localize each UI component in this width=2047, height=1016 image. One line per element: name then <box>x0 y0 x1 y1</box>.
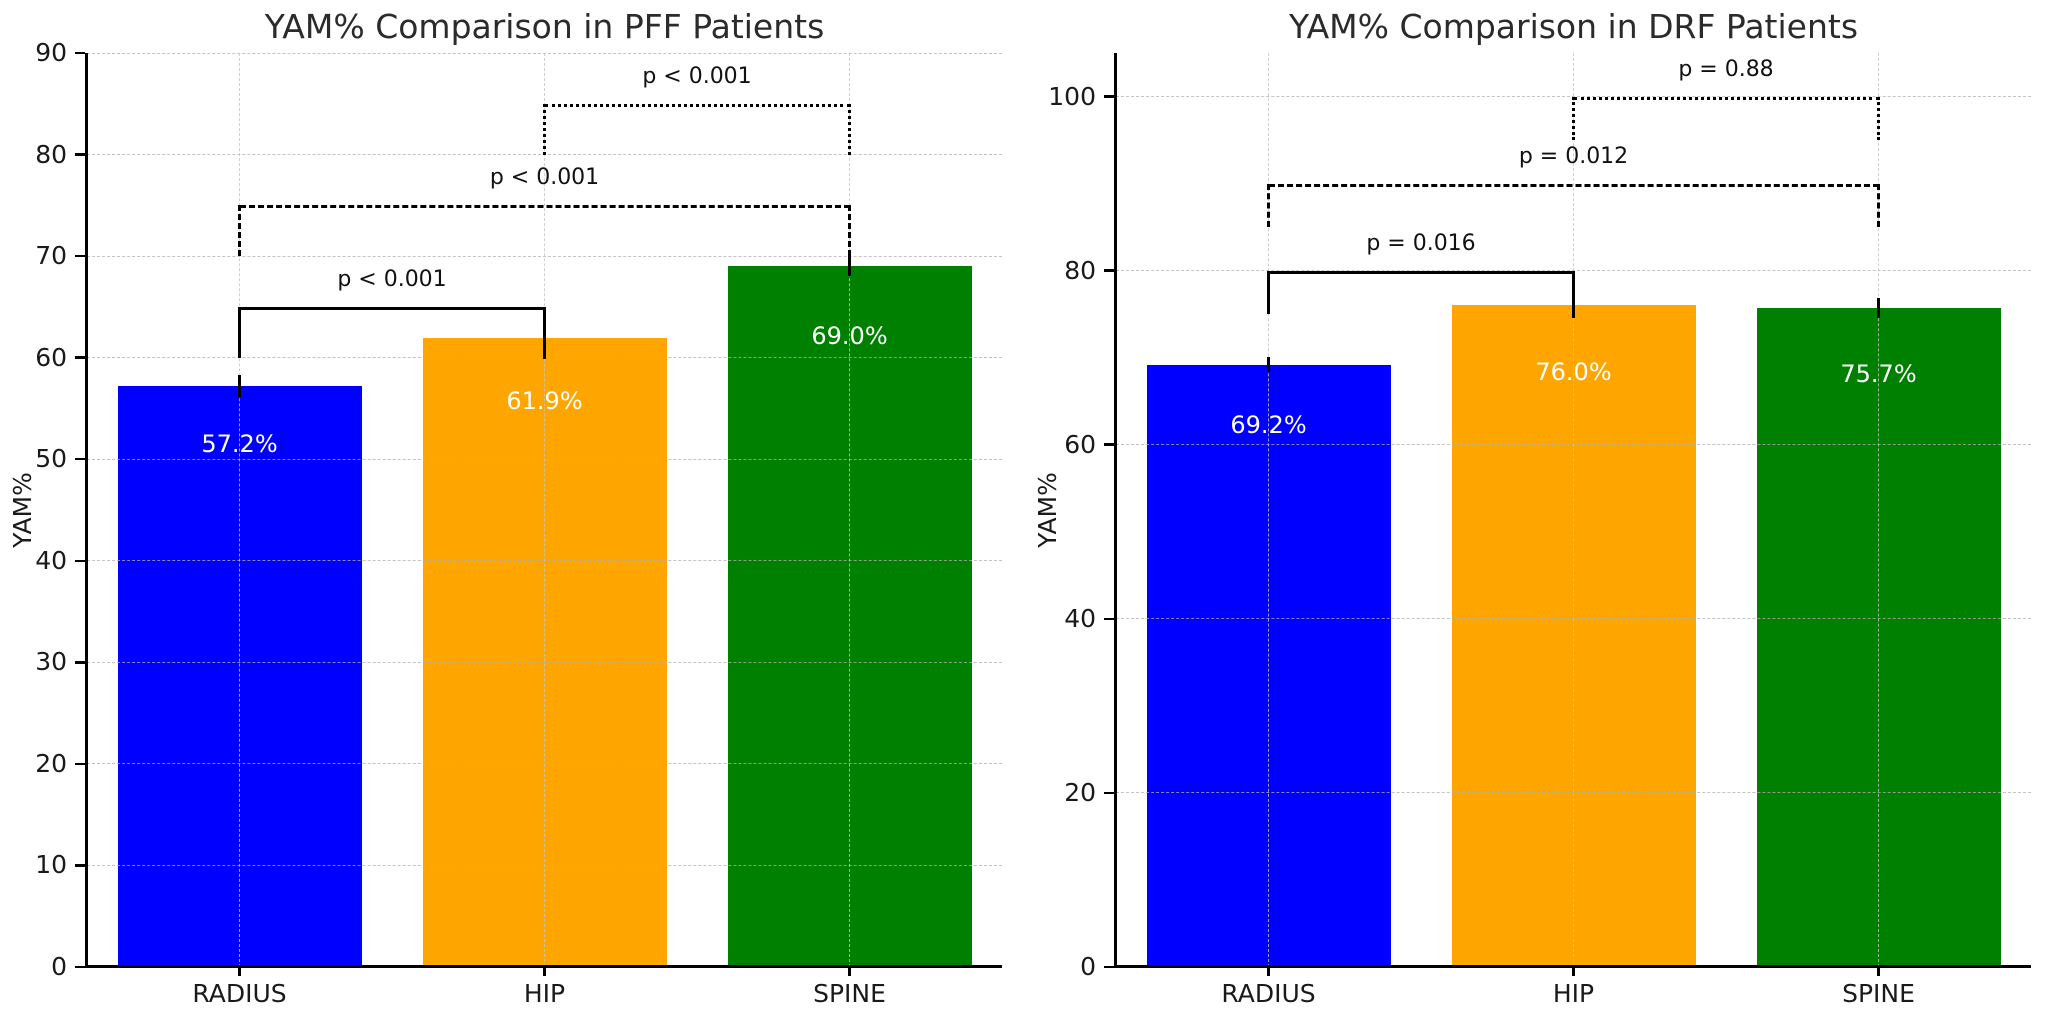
y-tick-mark <box>75 153 85 156</box>
pff-plot-area: 57.2% 61.9% 69.0% p < 0.001 p < 0.001 p < 0.0… <box>35 38 1002 1008</box>
bar-value-label: 75.7% <box>1840 359 1917 388</box>
significance-label: p < 0.001 <box>642 63 752 89</box>
y-axis-spine <box>85 53 88 967</box>
y-tick-label: 100 <box>1048 81 1096 111</box>
significance-bracket-tail <box>1877 183 1880 228</box>
y-tick-label: 10 <box>35 850 67 880</box>
v-gridline <box>1878 53 1879 967</box>
v-gridline <box>544 53 545 967</box>
significance-label: p < 0.001 <box>337 266 447 292</box>
significance-bracket-tail <box>1572 270 1575 315</box>
y-tick-mark <box>1104 791 1114 795</box>
x-tick-label: RADIUS <box>192 979 287 1008</box>
y-tick-label: 40 <box>1064 603 1096 633</box>
significance-bracket <box>1268 270 1574 274</box>
drf-chart-title: YAM% Comparison in DRF Patients <box>1288 7 1859 46</box>
error-bar-radius <box>1267 356 1270 373</box>
x-tick-mark <box>848 967 851 976</box>
y-tick-label: 60 <box>1064 429 1096 459</box>
bar-value-label: 69.2% <box>1230 410 1307 439</box>
y-tick-mark <box>75 559 85 563</box>
y-tick-mark <box>1104 269 1114 272</box>
drf-plot-area: 69.2% 76.0% 75.7% p = 0.016 p = 0.012 p = 0.8… <box>1048 53 2031 1008</box>
significance-bracket-tail <box>543 306 546 358</box>
significance-bracket-tail <box>1267 183 1270 228</box>
bar-value-label: 76.0% <box>1535 357 1612 386</box>
y-tick-label: 70 <box>35 241 67 271</box>
error-bar-spine <box>1877 298 1880 318</box>
error-bar-spine <box>848 256 851 277</box>
y-tick-mark <box>75 356 85 359</box>
x-tick-label: HIP <box>1552 979 1595 1008</box>
significance-bracket <box>544 103 850 107</box>
significance-bracket-tail <box>848 205 851 257</box>
x-tick-label: SPINE <box>1842 979 1915 1008</box>
y-tick-mark <box>1104 965 1114 969</box>
bar-value-label: 69.0% <box>811 322 888 351</box>
drf-y-axis-label: YAM% <box>1033 472 1062 548</box>
bar-value-label: 61.9% <box>506 387 583 416</box>
v-gridline <box>1573 53 1574 967</box>
x-axis-spine <box>1114 965 2031 968</box>
error-bar-radius <box>238 374 241 398</box>
v-gridline <box>1268 53 1269 967</box>
significance-bracket-tail <box>1877 96 1880 141</box>
v-gridline <box>849 53 850 967</box>
y-tick-mark <box>75 51 85 55</box>
y-tick-mark <box>1104 443 1114 446</box>
v-gridline <box>239 53 240 967</box>
y-tick-mark <box>75 965 85 969</box>
significance-bracket-tail <box>238 306 241 358</box>
x-tick-mark <box>1877 967 1880 976</box>
y-tick-label: 50 <box>35 444 67 474</box>
x-tick-label: RADIUS <box>1221 979 1316 1008</box>
y-tick-label: 80 <box>1064 255 1096 285</box>
pff-chart-title: YAM% Comparison in PFF Patients <box>264 7 825 46</box>
significance-bracket <box>239 205 850 209</box>
significance-bracket-tail <box>238 205 241 257</box>
y-tick-label: 0 <box>1080 952 1096 981</box>
x-tick-mark <box>238 967 241 976</box>
x-tick-label: HIP <box>523 979 566 1008</box>
y-tick-label: 40 <box>35 545 67 575</box>
significance-label: p < 0.001 <box>489 165 600 191</box>
y-tick-mark <box>75 864 85 867</box>
bar-value-label: 57.2% <box>201 430 278 459</box>
y-tick-mark <box>75 661 85 664</box>
y-tick-mark <box>75 457 85 461</box>
x-tick-mark <box>1267 967 1270 976</box>
significance-bracket <box>239 306 545 310</box>
x-tick-mark <box>543 967 546 976</box>
x-tick-mark <box>1572 967 1575 976</box>
significance-bracket-tail <box>848 103 851 155</box>
y-tick-label: 60 <box>35 342 67 372</box>
y-tick-mark <box>75 762 85 766</box>
y-tick-label: 20 <box>1064 777 1096 807</box>
y-tick-label: 90 <box>35 38 67 67</box>
x-tick-label: SPINE <box>813 979 886 1008</box>
significance-label: p = 0.88 <box>1678 56 1774 82</box>
y-axis-spine <box>1114 53 1117 967</box>
y-tick-label: 30 <box>35 647 67 677</box>
y-tick-label: 80 <box>35 139 67 169</box>
y-tick-mark <box>1104 95 1114 98</box>
significance-bracket-tail <box>1267 270 1270 315</box>
significance-label: p = 0.016 <box>1366 230 1476 256</box>
y-tick-label: 20 <box>35 748 67 778</box>
x-axis-spine <box>85 965 1002 968</box>
significance-bracket-tail <box>543 103 546 155</box>
significance-label: p = 0.012 <box>1518 143 1629 169</box>
y-tick-mark <box>75 254 85 258</box>
significance-bracket-tail <box>1572 96 1575 141</box>
y-tick-mark <box>1104 617 1114 621</box>
y-tick-label: 0 <box>51 952 67 981</box>
significance-bracket <box>1268 183 1879 187</box>
significance-bracket <box>1573 96 1879 100</box>
